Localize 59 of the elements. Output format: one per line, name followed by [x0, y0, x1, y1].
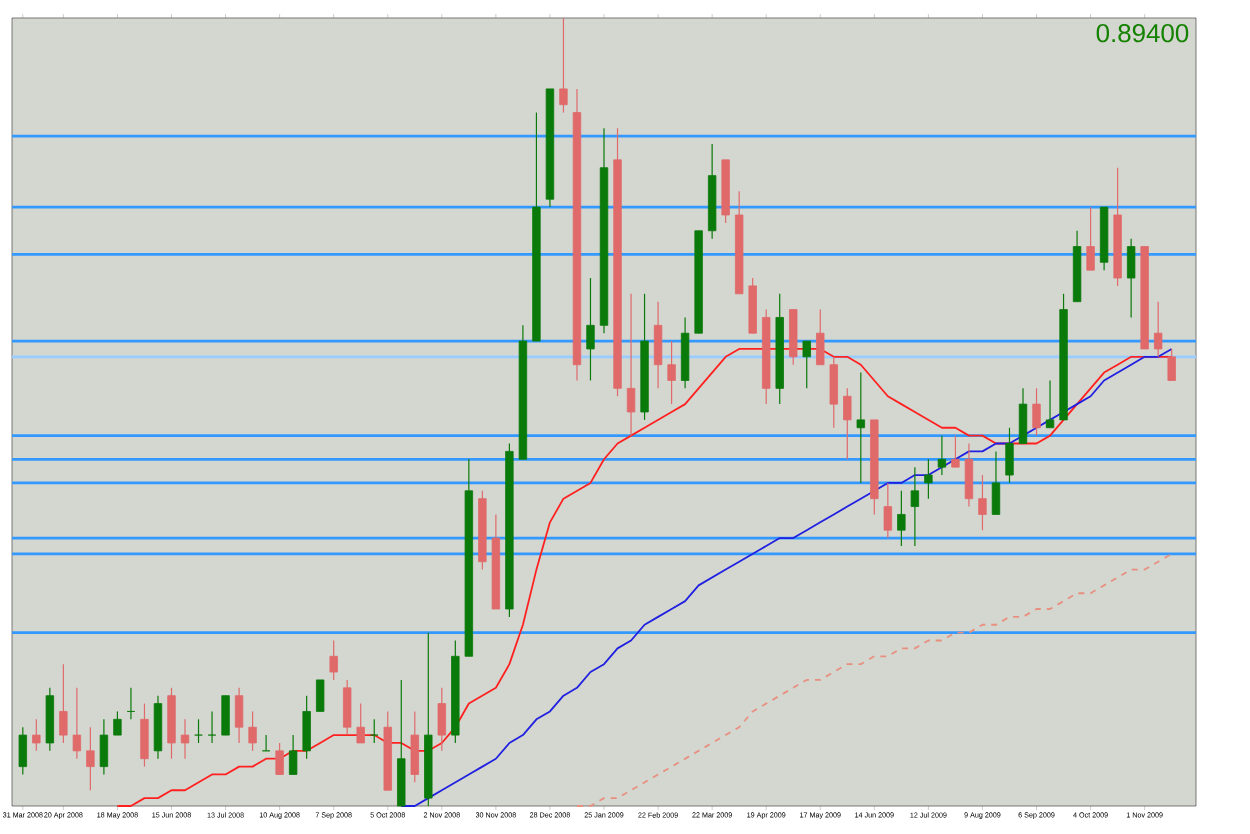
candlestick: [437, 687, 446, 752]
candlestick: [167, 687, 176, 760]
candlestick: [72, 687, 82, 760]
candlestick: [1126, 238, 1136, 319]
candlestick: [207, 710, 217, 744]
candlestick: [910, 466, 920, 547]
candlestick: [329, 639, 338, 681]
candlestick: [667, 340, 676, 405]
candlestick: [680, 316, 690, 389]
candlestick: [18, 726, 27, 776]
candlestick: [248, 710, 257, 752]
candlestick: [356, 702, 365, 744]
candlestick: [748, 277, 757, 334]
candlestick: [370, 718, 379, 744]
candlestick: [180, 718, 190, 760]
candlestick: [1086, 206, 1095, 271]
candlestick: [1018, 387, 1028, 445]
candlestick: [829, 356, 838, 429]
candlestick: [1167, 348, 1176, 382]
candlestick: [843, 387, 852, 460]
candlestick: [1153, 301, 1163, 358]
candlestick: [653, 301, 663, 389]
candlestick: [802, 340, 811, 389]
candlestick: [816, 308, 825, 366]
candlestick: [410, 710, 419, 783]
candlestick: [288, 734, 298, 776]
candlestick: [32, 718, 41, 752]
candlestick: [964, 442, 974, 508]
candlestick: [586, 277, 595, 382]
candlestick: [559, 17, 568, 114]
candlestick: [45, 687, 55, 752]
candlestick: [59, 663, 68, 744]
candlestick: [397, 679, 406, 807]
candlestick: [951, 435, 960, 468]
candlestick: [1045, 379, 1055, 429]
candlestick: [99, 718, 109, 776]
candlestick: [991, 450, 1001, 516]
candlestick: [978, 474, 987, 531]
candlestick: [275, 742, 284, 776]
candlestick: [883, 482, 893, 539]
candlestick: [937, 435, 947, 476]
candlestick: [789, 308, 798, 366]
candlestick: [194, 718, 203, 744]
candlestick: [140, 702, 149, 768]
candlestick: [302, 695, 311, 760]
candlestick: [234, 687, 244, 744]
candlestick: [1032, 387, 1041, 437]
candlestick: [113, 710, 122, 736]
candlestick: [626, 293, 636, 437]
candlestick: [86, 726, 95, 791]
candlestick: [1005, 427, 1014, 484]
candlestick: [221, 695, 230, 736]
annotation: 0.89400: [1096, 23, 1189, 43]
candlestick: [897, 490, 906, 547]
candlestick: [343, 679, 352, 736]
candlestick: [153, 695, 163, 760]
candlestick: [856, 371, 865, 484]
candlestick: [315, 679, 325, 713]
candlestick: [924, 458, 933, 500]
